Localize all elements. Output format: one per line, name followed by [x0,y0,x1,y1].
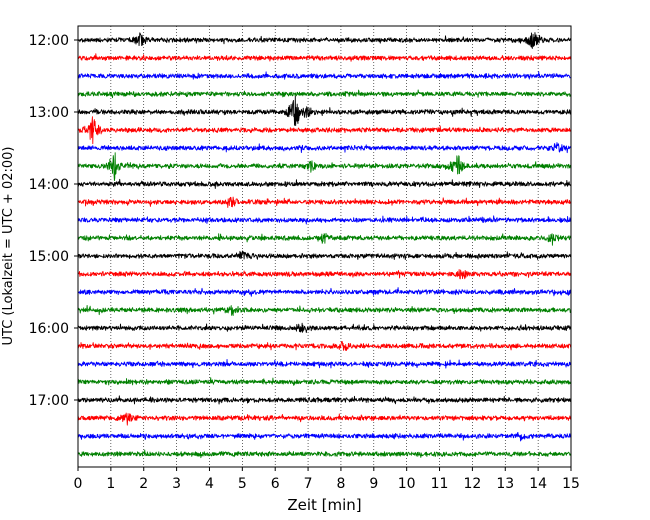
trace-line [77,431,572,442]
x-tick-label: 1 [106,476,115,492]
x-tick-label: 7 [304,476,313,492]
y-tick-label: 13:00 [29,105,69,121]
trace-line [77,287,572,297]
trace-line [77,269,572,280]
x-tick-label: 14 [529,476,547,492]
plot-frame [77,25,572,468]
trace-line [77,32,572,49]
trace-line [77,152,572,181]
trace-line [77,196,572,208]
trace-line [77,142,572,154]
trace-line [77,412,572,426]
trace-line [77,116,572,145]
trace-line [77,377,572,386]
trace-line [77,215,572,225]
x-tick-label: 8 [336,476,345,492]
trace-line [77,304,572,316]
trace-line [77,395,572,405]
y-tick-label: 16:00 [29,321,69,337]
x-tick-label: 6 [271,476,280,492]
x-tick-label: 9 [369,476,378,492]
x-tick-label: 0 [74,476,83,492]
y-tick-label: 14:00 [29,177,69,193]
y-axis-ticks: 12:00 13:00 14:00 15:00 16:00 17:00 [29,33,78,409]
trace-line [77,359,572,369]
trace-line [77,95,572,127]
y-tick-label: 15:00 [29,249,69,265]
trace-line [77,449,572,459]
trace-group [77,32,572,459]
trace-line [77,89,572,99]
y-tick-label: 12:00 [29,33,69,49]
x-tick-label: 3 [172,476,181,492]
trace-line [77,232,572,246]
x-tick-label: 5 [238,476,247,492]
x-axis-ticks: 0 1 2 3 4 5 6 7 8 9 10 11 12 13 14 15 [74,467,580,492]
x-axis-label: Zeit [min] [287,496,361,514]
trace-line [77,178,572,189]
trace-line [77,71,572,80]
y-axis-label: UTC (Lokalzeit = UTC + 02:00) [1,147,16,346]
x-tick-label: 12 [463,476,481,492]
x-tick-label: 10 [398,476,416,492]
x-tick-label: 15 [562,476,580,492]
x-tick-label: 13 [496,476,514,492]
trace-line [77,250,572,261]
x-tick-label: 11 [431,476,449,492]
trace-line [77,322,572,333]
y-tick-label: 17:00 [29,393,69,409]
trace-line [77,341,572,351]
trace-line [77,53,572,62]
x-tick-label: 4 [205,476,214,492]
x-tick-label: 2 [139,476,148,492]
